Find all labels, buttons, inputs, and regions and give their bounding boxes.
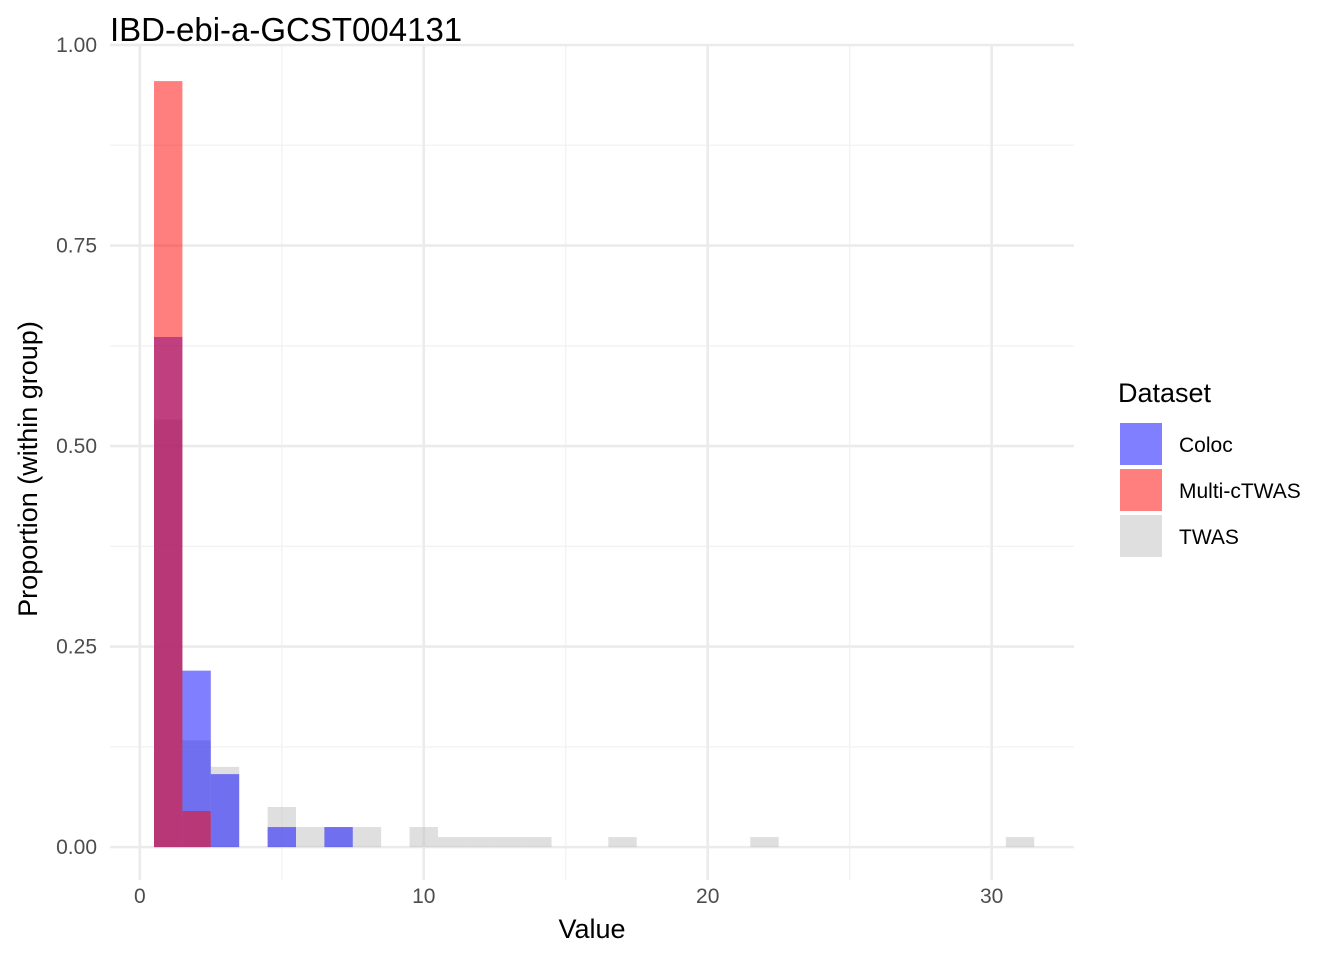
bar-coloc (267, 827, 296, 848)
legend-label-twas: TWAS (1179, 526, 1239, 549)
chart-title: IBD-ebi-a-GCST004131 (110, 11, 462, 48)
y-tick-label: 0.25 (56, 636, 97, 659)
x-axis-tick-labels: 0 10 20 30 (134, 885, 1003, 908)
minor-gridlines (110, 45, 1074, 880)
bar-twas (466, 837, 495, 848)
x-axis-title: Value (558, 914, 625, 944)
y-tick-label: 0.75 (56, 235, 97, 258)
legend-label-multi-ctwas: Multi-cTWAS (1179, 480, 1301, 503)
legend-swatch-multi-ctwas (1120, 469, 1162, 511)
bar-twas (608, 837, 637, 848)
bar-twas (523, 837, 552, 848)
major-gridlines (110, 43, 1074, 880)
bar-twas (750, 837, 779, 848)
bar-twas (352, 827, 382, 848)
x-tick-label: 30 (980, 885, 1003, 908)
y-axis-tick-labels: 0.00 0.25 0.50 0.75 1.00 (56, 34, 97, 859)
x-tick-label: 20 (696, 885, 719, 908)
bar-multi-ctwas (182, 811, 211, 848)
y-tick-label: 0.00 (56, 836, 97, 859)
bar-coloc (324, 827, 353, 848)
x-tick-label: 0 (134, 885, 146, 908)
legend: Dataset Coloc Multi-cTWAS TWAS (1118, 378, 1301, 557)
legend-swatch-coloc (1120, 423, 1162, 465)
bar-twas (437, 837, 467, 848)
legend-items: Coloc Multi-cTWAS TWAS (1120, 423, 1301, 557)
x-tick-label: 10 (412, 885, 435, 908)
bar-twas (409, 827, 438, 848)
legend-title: Dataset (1118, 378, 1212, 408)
y-tick-label: 1.00 (56, 34, 97, 57)
y-axis-title: Proportion (within group) (13, 321, 43, 617)
histogram-bars (154, 81, 1035, 848)
bar-multi-ctwas (154, 81, 183, 848)
bar-twas (1005, 837, 1035, 848)
bar-twas (295, 827, 325, 848)
y-tick-label: 0.50 (56, 435, 97, 458)
bar-twas (494, 837, 524, 848)
legend-swatch-twas (1120, 515, 1162, 557)
legend-label-coloc: Coloc (1179, 434, 1233, 457)
bar-coloc (210, 774, 240, 848)
